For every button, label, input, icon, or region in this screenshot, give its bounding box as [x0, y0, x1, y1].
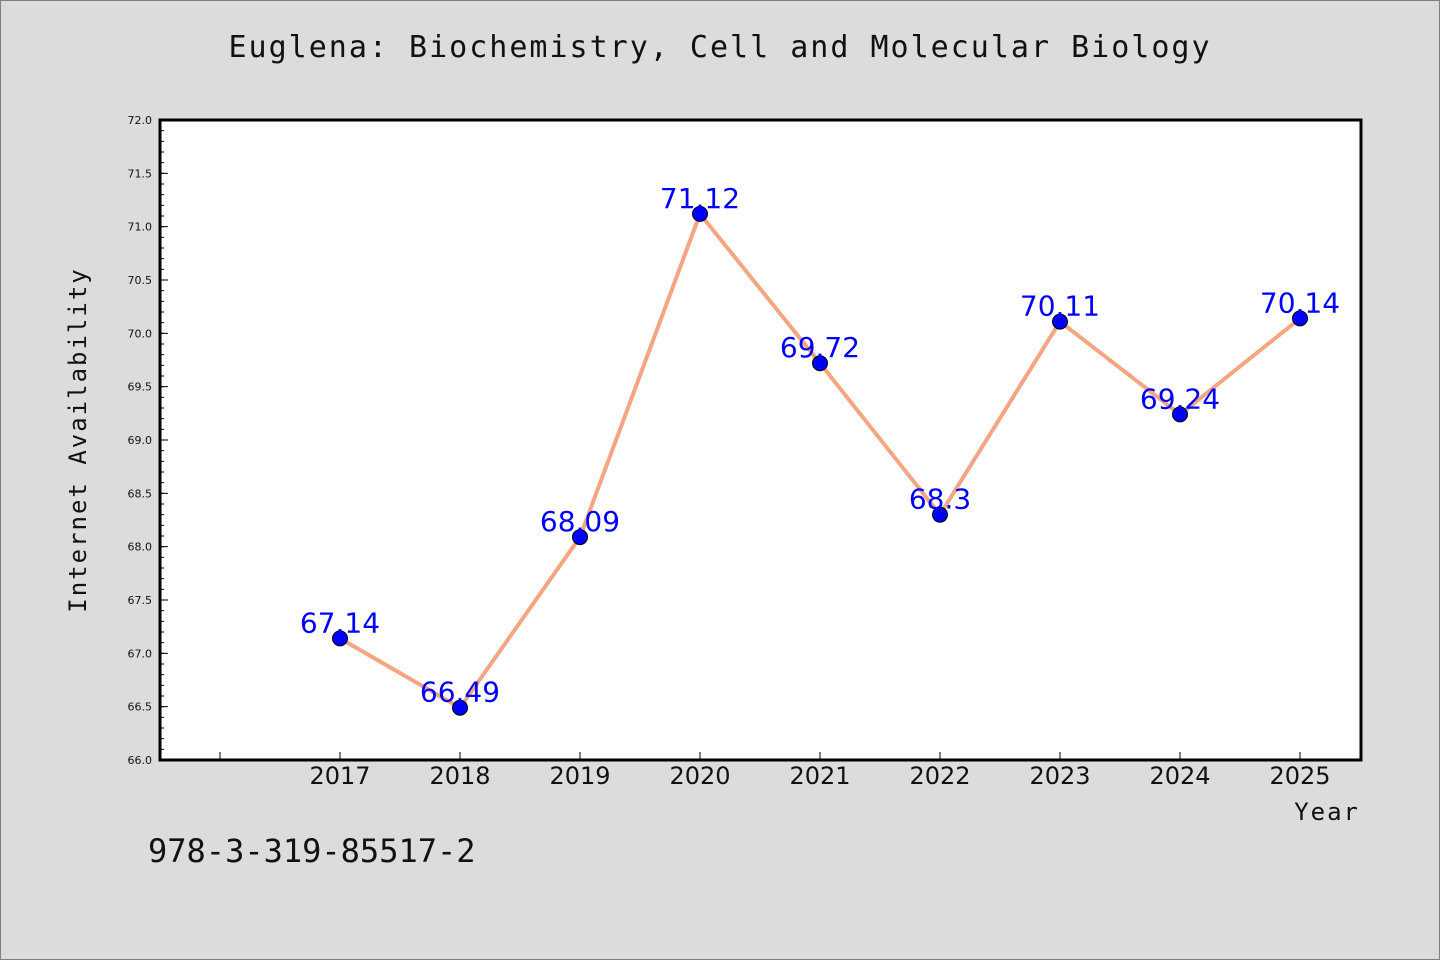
- y-tick-label: 67.5: [128, 594, 153, 607]
- y-tick-label: 72.0: [128, 114, 153, 127]
- series-group: 67.14 66.49 68.09 71.12 69.72 68.3 70.11 69.24 7…: [300, 182, 1340, 716]
- data-point: [692, 205, 708, 222]
- data-point: [572, 529, 588, 546]
- x-axis-ticks: 2017 2018 2019 2020 2021 2022 2023 2024 2025: [219, 752, 1331, 790]
- y-tick-label: 66.5: [128, 701, 153, 714]
- data-label: 66.49: [420, 676, 500, 709]
- x-tick-label: 2019: [549, 762, 610, 790]
- y-tick-label: 66.0: [128, 754, 153, 767]
- data-label: 69.24: [1140, 382, 1220, 415]
- x-tick-label: 2018: [429, 762, 490, 790]
- plot-area: [158, 118, 1363, 762]
- data-point: [812, 355, 828, 372]
- footer-isbn: 978-3-319-85517-2: [148, 832, 476, 870]
- data-label: 69.72: [780, 331, 860, 364]
- x-tick-label: 2021: [789, 762, 850, 790]
- x-axis-label: Year: [1294, 798, 1360, 826]
- data-label: 70.11: [1020, 290, 1100, 323]
- x-tick-label: 2022: [909, 762, 970, 790]
- data-point: [1052, 313, 1068, 330]
- data-point: [932, 506, 948, 523]
- x-tick-label: 2023: [1029, 762, 1090, 790]
- y-tick-label: 70.0: [128, 327, 153, 340]
- data-label: 67.14: [300, 606, 380, 639]
- data-point: [1172, 406, 1188, 423]
- data-point: [452, 699, 468, 716]
- y-axis-ticks: 66.0 66.5 67.0 67.5 68.0 68.5 69.0 69.5 70.0 70.5…: [128, 114, 168, 767]
- y-axis-label: Internet Availability: [64, 267, 92, 612]
- data-label: 68.3: [909, 483, 971, 516]
- y-tick-label: 71.5: [128, 167, 153, 180]
- x-tick-label: 2025: [1269, 762, 1330, 790]
- y-tick-label: 68.0: [128, 541, 153, 554]
- x-tick-label: 2020: [669, 762, 730, 790]
- y-tick-label: 67.0: [128, 647, 153, 660]
- y-tick-label: 70.5: [128, 274, 153, 287]
- data-point: [1292, 310, 1308, 327]
- x-tick-label: 2024: [1149, 762, 1210, 790]
- y-tick-label: 71.0: [128, 221, 153, 234]
- chart-title: Euglena: Biochemistry, Cell and Molecula…: [228, 30, 1212, 65]
- x-tick-label: 2017: [309, 762, 370, 790]
- data-label: 71.12: [660, 182, 740, 215]
- data-label: 68.09: [540, 505, 620, 538]
- y-tick-label: 69.0: [128, 434, 153, 447]
- y-tick-label: 68.5: [128, 487, 153, 500]
- y-tick-label: 69.5: [128, 381, 153, 394]
- data-label: 70.14: [1260, 286, 1340, 319]
- data-point: [332, 630, 348, 647]
